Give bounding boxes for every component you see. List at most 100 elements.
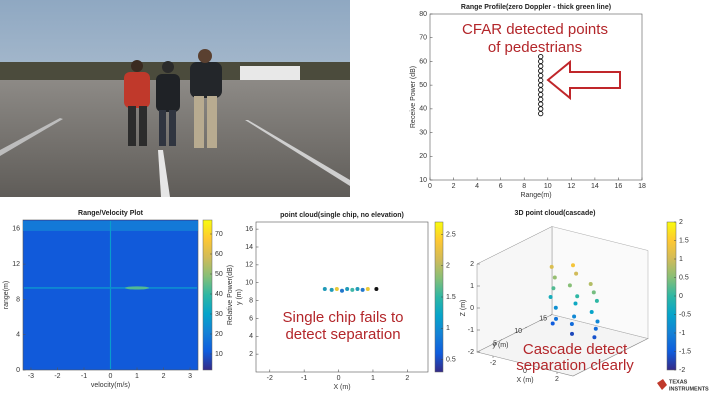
y-tick-label: 70 bbox=[419, 35, 427, 42]
point bbox=[554, 316, 558, 321]
cfar-point bbox=[538, 54, 544, 60]
y-tick-label: 4 bbox=[16, 332, 20, 339]
y-axis-label: y (m) bbox=[493, 342, 509, 349]
colorbar-tick-label: 0.5 bbox=[446, 356, 456, 363]
x-axis-label: X (m) bbox=[516, 377, 533, 384]
z-tick-label: -1 bbox=[468, 327, 474, 334]
x-tick-label: 18 bbox=[638, 183, 646, 190]
y-tick-label: 4 bbox=[249, 333, 253, 340]
point bbox=[588, 281, 593, 286]
x-tick-label: 1 bbox=[371, 375, 375, 382]
colorbar-tick-label: -1.5 bbox=[679, 348, 691, 355]
x-tick-label: 14 bbox=[591, 183, 599, 190]
x-tick-label: -1 bbox=[81, 373, 87, 380]
plot-area bbox=[255, 221, 429, 373]
y-tick bbox=[499, 339, 503, 341]
x-tick-label: 0 bbox=[109, 373, 113, 380]
y-tick-label: 16 bbox=[12, 226, 20, 233]
point bbox=[549, 264, 554, 269]
point bbox=[567, 283, 572, 288]
point bbox=[570, 331, 574, 336]
y-tick-label: 60 bbox=[419, 58, 427, 65]
colorbar-tick-label: 2 bbox=[679, 219, 683, 226]
y-tick-label: 6 bbox=[249, 315, 253, 322]
annotation: CFAR detected points bbox=[462, 21, 608, 38]
z-tick-label: 0 bbox=[470, 305, 474, 312]
colorbar-tick-label: -2 bbox=[679, 367, 685, 374]
colorbar-tick-label: 70 bbox=[215, 231, 223, 238]
z-tick-label: 1 bbox=[470, 283, 474, 290]
logo-text: INSTRUMENTS bbox=[669, 386, 709, 392]
z-axis-label: Z (m) bbox=[460, 300, 467, 317]
x-tick-label: 0 bbox=[428, 183, 432, 190]
point bbox=[340, 288, 344, 293]
x-tick-label: 8 bbox=[522, 183, 526, 190]
range-line bbox=[24, 287, 197, 289]
colorbar-tick-label: 2 bbox=[446, 263, 450, 270]
colorbar bbox=[202, 219, 213, 371]
point bbox=[551, 286, 556, 291]
x-tick-label: -2 bbox=[490, 360, 496, 367]
colorbar-label: Relative Power(dB) bbox=[227, 265, 234, 325]
y-tick-label: 80 bbox=[419, 11, 427, 18]
colorbar-tick-label: 40 bbox=[215, 291, 223, 298]
y-tick-label: 12 bbox=[12, 261, 20, 268]
x-tick-label: 3 bbox=[188, 373, 192, 380]
y-tick-label: 20 bbox=[419, 153, 427, 160]
y-tick-label: 5 bbox=[493, 340, 497, 347]
point bbox=[589, 310, 594, 315]
y-tick-label: 0 bbox=[16, 367, 20, 374]
colorbar-tick-label: 1.5 bbox=[679, 237, 689, 244]
chart-title: point cloud(single chip, no elevation) bbox=[280, 212, 404, 219]
point bbox=[334, 286, 339, 291]
chart-title: Range/Velocity Plot bbox=[78, 210, 144, 217]
x-tick-label: -2 bbox=[267, 375, 273, 382]
peak bbox=[125, 286, 150, 290]
colorbar-tick-label: 1 bbox=[679, 256, 683, 263]
point bbox=[322, 286, 327, 291]
point bbox=[350, 287, 355, 292]
y-tick-label: 16 bbox=[245, 226, 253, 233]
x-axis-label: Range(m) bbox=[520, 192, 551, 199]
y-tick-label: 15 bbox=[539, 315, 547, 322]
colorbar-tick-label: -0.5 bbox=[679, 311, 691, 318]
y-tick-label: 10 bbox=[245, 280, 253, 287]
point bbox=[575, 294, 580, 299]
x-axis-label: velocity(m/s) bbox=[91, 382, 130, 389]
x-tick-label: 16 bbox=[615, 183, 623, 190]
y-tick-label: 30 bbox=[419, 129, 427, 136]
ti-logo bbox=[657, 379, 667, 390]
y-tick-label: 8 bbox=[16, 296, 20, 303]
y-axis-label: range(m) bbox=[3, 281, 10, 309]
colorbar-tick-label: 1 bbox=[446, 325, 450, 332]
y-tick-label: 40 bbox=[419, 106, 427, 113]
point bbox=[550, 321, 555, 326]
x-tick-label: -3 bbox=[28, 373, 34, 380]
point bbox=[329, 287, 334, 292]
y-tick bbox=[524, 326, 528, 329]
x-tick-label: 0 bbox=[337, 375, 341, 382]
colorbar-tick-label: 60 bbox=[215, 251, 223, 258]
annotation: Single chip fails to bbox=[283, 309, 404, 326]
y-tick-label: 10 bbox=[514, 328, 522, 335]
colorbar-tick-label: 10 bbox=[215, 351, 223, 358]
point bbox=[594, 298, 599, 303]
x-tick-label: 10 bbox=[544, 183, 552, 190]
photo bbox=[0, 0, 350, 197]
point bbox=[548, 295, 553, 299]
colorbar-tick-label: -1 bbox=[679, 330, 685, 337]
x-tick-label: 6 bbox=[499, 183, 503, 190]
point bbox=[573, 301, 578, 306]
annotation: separation clearly bbox=[516, 357, 634, 374]
colorbar-tick-label: 2.5 bbox=[446, 231, 456, 238]
chart-title: Range Profile(zero Doppler - thick green… bbox=[461, 4, 611, 11]
logo-text: TEXAS bbox=[669, 379, 688, 385]
z-tick-label: -2 bbox=[468, 349, 474, 356]
colorbar-tick-label: 0 bbox=[679, 293, 683, 300]
point bbox=[591, 290, 596, 295]
annotation: of pedestrians bbox=[488, 39, 582, 56]
chart-title: 3D point cloud(cascade) bbox=[515, 210, 596, 217]
colorbar-tick-label: 0.5 bbox=[679, 274, 689, 281]
pedestrians bbox=[124, 49, 222, 148]
colorbar-tick-label: 30 bbox=[215, 311, 223, 318]
